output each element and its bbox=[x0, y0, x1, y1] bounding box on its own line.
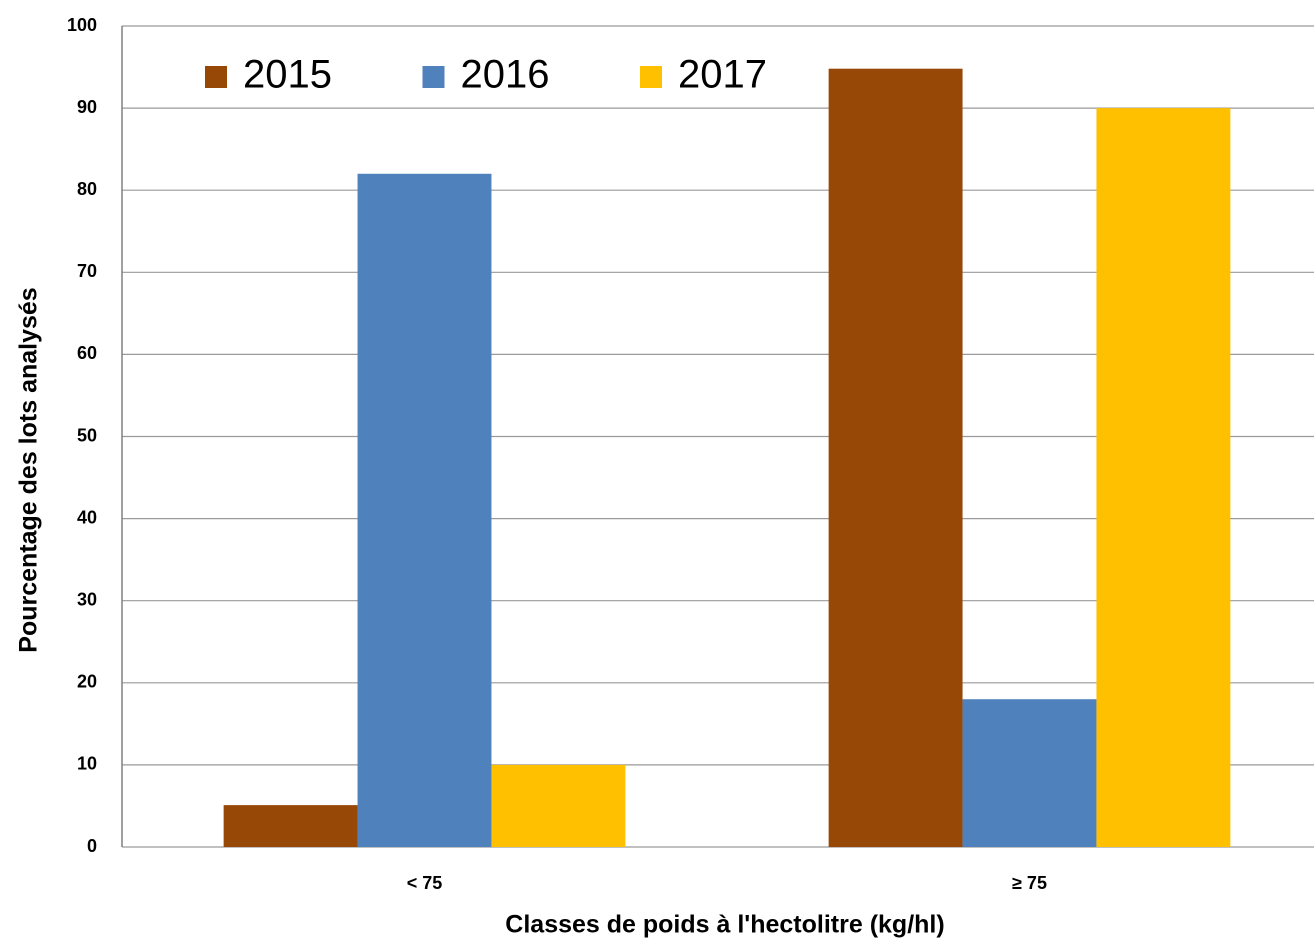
bar bbox=[357, 173, 492, 847]
legend-label: 2017 bbox=[678, 53, 767, 97]
bar bbox=[223, 805, 358, 847]
y-axis-title: Pourcentage des lots analysés bbox=[15, 287, 43, 652]
y-tick-label: 30 bbox=[77, 589, 97, 609]
y-tick-label: 10 bbox=[77, 754, 97, 774]
y-tick-label: 80 bbox=[77, 179, 97, 199]
legend-swatch bbox=[205, 66, 227, 88]
bar bbox=[491, 764, 626, 847]
y-tick-label: 0 bbox=[87, 836, 97, 856]
legend-label: 2016 bbox=[461, 53, 550, 97]
y-tick-label: 50 bbox=[77, 425, 97, 445]
bar bbox=[1096, 108, 1231, 848]
bar bbox=[828, 68, 963, 847]
y-tick-label: 90 bbox=[77, 97, 97, 117]
y-tick-label: 40 bbox=[77, 507, 97, 527]
y-tick-label: 100 bbox=[67, 15, 97, 35]
bar bbox=[962, 699, 1097, 847]
legend-swatch bbox=[640, 66, 662, 88]
y-tick-label: 20 bbox=[77, 672, 97, 692]
y-tick-label: 60 bbox=[77, 343, 97, 363]
x-tick-label: < 75 bbox=[407, 873, 443, 893]
x-axis-title: Classes de poids à l'hectolitre (kg/hl) bbox=[505, 911, 944, 939]
y-tick-label: 70 bbox=[77, 261, 97, 281]
legend-label: 2015 bbox=[243, 53, 332, 97]
legend-swatch bbox=[422, 66, 445, 88]
x-tick-label: ≥ 75 bbox=[1012, 873, 1047, 893]
